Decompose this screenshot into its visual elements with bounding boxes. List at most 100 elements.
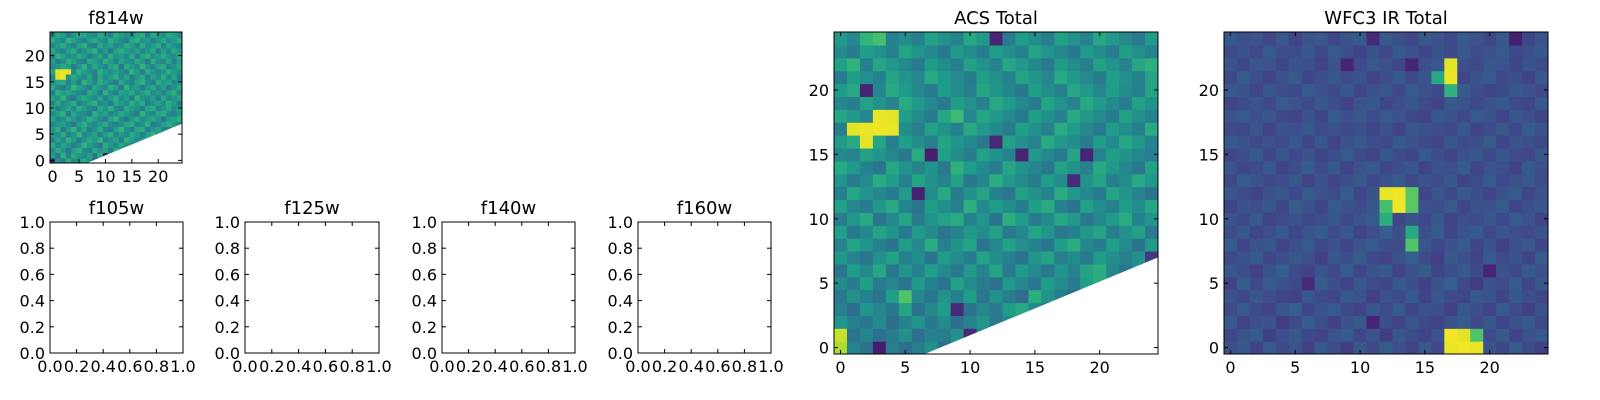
x-tick-label: 1.0: [562, 357, 587, 376]
heatmap-cell: [1002, 238, 1017, 252]
heatmap-cell: [911, 212, 926, 226]
heatmap-cell: [950, 328, 965, 342]
heatmap-cell: [872, 70, 887, 85]
x-tick-label: 0.4: [90, 357, 115, 376]
heatmap-cell: [1457, 315, 1471, 329]
heatmap-cell: [1431, 147, 1445, 162]
heatmap-cell: [937, 276, 952, 291]
heatmap-cell: [1054, 57, 1068, 72]
heatmap-cell: [1119, 199, 1133, 213]
heatmap-cell: [1353, 263, 1368, 278]
heatmap-cell: [166, 73, 173, 80]
x-tick-label: 0.0: [429, 357, 454, 376]
heatmap-cell: [97, 115, 104, 122]
heatmap-cell: [859, 147, 874, 162]
heatmap-cell: [1522, 122, 1536, 136]
heatmap-cell: [989, 160, 1004, 175]
heatmap-cell: [86, 58, 93, 65]
heatmap-cell: [1028, 147, 1042, 162]
heatmap-cell: [166, 142, 173, 148]
heatmap-cell: [1340, 289, 1355, 304]
heatmap-cell: [1067, 186, 1081, 201]
heatmap-cell: [134, 47, 141, 54]
heatmap-cell: [1431, 32, 1445, 46]
heatmap-cell: [1314, 225, 1329, 239]
y-tick-label: 10: [25, 99, 45, 118]
heatmap-cell: [1535, 83, 1548, 97]
heatmap-cell: [1093, 250, 1107, 265]
heatmap-cell: [911, 122, 926, 136]
heatmap-cell: [102, 100, 109, 106]
heatmap-cell: [139, 105, 146, 112]
heatmap-cell: [911, 70, 926, 85]
heatmap-cell: [937, 250, 952, 265]
heatmap-cell: [1236, 109, 1251, 123]
heatmap-cell: [108, 63, 114, 70]
heatmap-cell: [1418, 147, 1432, 162]
heatmap-cell: [976, 32, 991, 46]
heatmap-cell: [1106, 32, 1120, 46]
heatmap-cell: [145, 147, 151, 154]
heatmap-cell: [1002, 147, 1017, 162]
heatmap-cell: [1444, 212, 1458, 226]
heatmap-cell: [76, 47, 83, 54]
panel-f105w: 0.0 0.2 0.4 0.6 0.8 1.00.00.20.40.60.81.0f105…: [20, 198, 196, 376]
heatmap-cell: [846, 328, 861, 342]
heatmap-cell: [1080, 70, 1094, 85]
heatmap-cell: [1132, 315, 1146, 329]
heatmap-cell: [81, 100, 88, 106]
heatmap-cell: [898, 302, 913, 316]
heatmap-cell: [60, 121, 67, 127]
x-tick-label: 15: [1415, 358, 1435, 377]
heatmap-cell: [1262, 160, 1277, 175]
heatmap-cell: [885, 289, 900, 304]
heatmap-cell: [1509, 70, 1523, 85]
heatmap-cell: [1470, 341, 1484, 354]
heatmap-cell: [118, 147, 125, 154]
heatmap-cell: [924, 147, 939, 162]
heatmap-cell: [1457, 147, 1471, 162]
heatmap-cell: [1431, 83, 1445, 97]
heatmap-cell: [145, 131, 151, 138]
heatmap-cell: [846, 83, 861, 97]
heatmap-cell: [1236, 341, 1251, 354]
heatmap-cell: [1405, 263, 1419, 278]
y-tick-label: 0.2: [608, 318, 633, 337]
heatmap-cell: [129, 52, 136, 59]
heatmap-cell: [976, 122, 991, 136]
heatmap-cell: [1314, 70, 1329, 85]
heatmap-cell: [97, 68, 104, 75]
heatmap-cell: [1418, 341, 1432, 354]
heatmap-cell: [1275, 135, 1290, 149]
heatmap-cell: [1080, 83, 1094, 97]
heatmap-cell: [1327, 186, 1342, 201]
heatmap-cell: [1015, 109, 1029, 123]
heatmap-cell: [1509, 263, 1523, 278]
heatmap-cell: [1262, 328, 1277, 342]
heatmap-cell: [113, 94, 120, 101]
heatmap-cell: [81, 142, 88, 148]
heatmap-cell: [86, 68, 93, 75]
heatmap-cell: [1340, 238, 1355, 252]
heatmap-cell: [1054, 147, 1068, 162]
heatmap-cells: [50, 32, 182, 163]
heatmap-cell: [171, 89, 178, 96]
heatmap-cell: [976, 109, 991, 123]
heatmap-cell: [171, 136, 178, 143]
heatmap-cell: [118, 110, 125, 117]
heatmap-cell: [872, 83, 887, 97]
heatmap-cell: [1405, 173, 1419, 188]
heatmap-cell: [134, 32, 141, 38]
heatmap-cell: [989, 238, 1004, 252]
heatmap-cell: [76, 152, 83, 159]
heatmap-cell: [963, 96, 978, 110]
heatmap-cell: [885, 250, 900, 265]
heatmap-cell: [129, 73, 136, 80]
heatmap-cell: [97, 147, 104, 154]
heatmap-cell: [123, 152, 130, 159]
heatmap-cell: [846, 276, 861, 291]
heatmap-cell: [1288, 160, 1303, 175]
heatmap-cell: [55, 89, 62, 96]
heatmap-cell: [65, 142, 72, 148]
heatmap-cell: [60, 152, 67, 159]
